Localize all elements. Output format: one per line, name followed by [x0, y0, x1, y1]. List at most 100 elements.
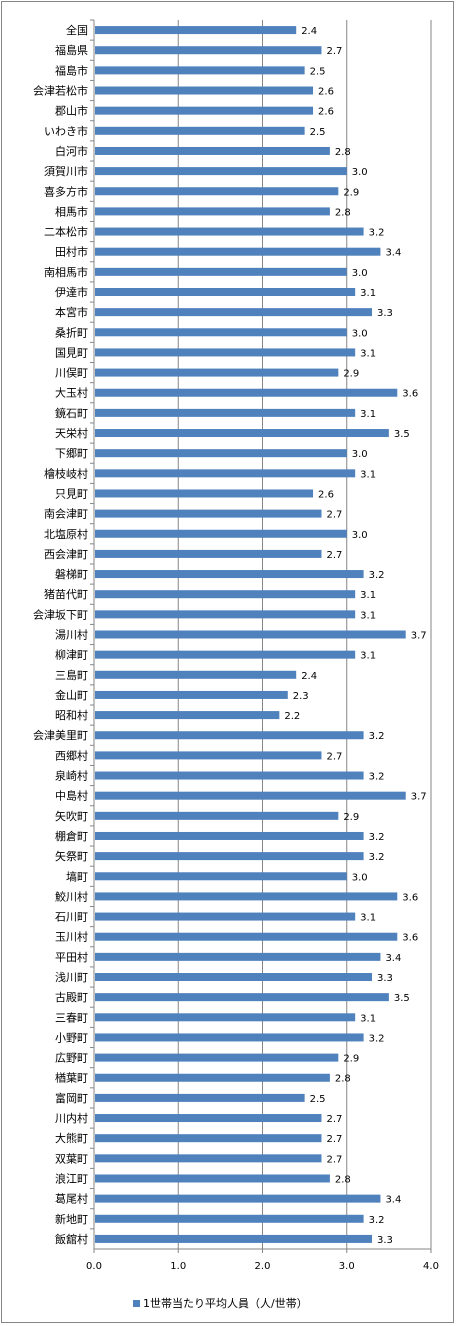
value-label: 3.4: [385, 248, 401, 259]
category-label: 玉川村: [55, 930, 88, 944]
value-label: 3.1: [360, 469, 376, 480]
category-label: 棚倉町: [55, 829, 88, 843]
bar: [95, 711, 280, 720]
bar: [95, 66, 305, 75]
category-label: 福島県: [55, 43, 88, 57]
value-label: 3.0: [352, 530, 368, 541]
value-label: 2.7: [326, 510, 342, 521]
category-label: 喜多方市: [44, 184, 88, 198]
category-label: 会津坂下町: [33, 608, 88, 621]
category-label: 矢祭町: [55, 849, 88, 863]
bar: [95, 328, 347, 337]
legend-label: 1世帯当たり平均人員（人/世帯）: [143, 1296, 308, 1310]
value-label: 3.3: [377, 1235, 393, 1246]
value-label: 3.0: [352, 328, 368, 339]
bar: [95, 1194, 381, 1203]
category-label: 昭和村: [55, 708, 88, 722]
value-label: 2.8: [335, 147, 351, 158]
category-label: 本宮市: [55, 305, 88, 319]
bar: [95, 791, 406, 800]
value-label: 2.9: [343, 369, 359, 380]
category-label: 楢葉町: [55, 1071, 88, 1085]
value-label: 3.1: [360, 348, 376, 359]
bar: [95, 167, 347, 176]
category-label: 葛尾村: [55, 1192, 88, 1206]
value-label: 3.7: [411, 792, 427, 803]
value-label: 2.7: [326, 751, 342, 762]
category-label: 平田村: [55, 950, 88, 964]
x-tick-label: 0.0: [86, 1261, 102, 1272]
category-label: 広野町: [55, 1052, 88, 1065]
bar: [95, 872, 347, 881]
value-label: 2.5: [310, 1094, 326, 1105]
x-tick-label: 2.0: [255, 1261, 271, 1272]
bar: [95, 247, 381, 256]
value-label: 2.8: [335, 207, 351, 218]
bar: [95, 449, 347, 458]
bar: [95, 1033, 364, 1042]
bar: [95, 1234, 373, 1243]
bar: [95, 1013, 356, 1022]
bar: [95, 308, 373, 317]
value-labels: 2.42.72.52.62.62.52.83.02.92.83.23.43.03…: [284, 26, 426, 1246]
value-label: 2.9: [343, 812, 359, 823]
value-label: 3.0: [352, 167, 368, 178]
x-tick-labels: 0.0 1.0 2.0 3.0 4.0: [86, 1261, 439, 1272]
category-label: 富岡町: [55, 1091, 88, 1105]
bar: [95, 912, 356, 921]
bar: [95, 408, 356, 417]
value-label: 3.6: [402, 389, 418, 400]
category-label: 天栄村: [55, 426, 88, 440]
value-label: 2.9: [343, 1054, 359, 1065]
bar: [95, 1174, 330, 1183]
category-label: 泉崎村: [55, 769, 88, 783]
bar: [95, 429, 389, 438]
value-label: 3.1: [360, 1013, 376, 1024]
category-label: 伊達市: [55, 285, 88, 299]
value-label: 3.1: [360, 409, 376, 420]
bar: [95, 106, 314, 115]
x-tick-label: 4.0: [423, 1261, 439, 1272]
value-label: 2.4: [301, 26, 317, 37]
category-label: 桑折町: [55, 325, 88, 339]
category-label: 塙町: [66, 869, 88, 883]
category-label: 新地町: [55, 1212, 88, 1226]
bar: [95, 670, 297, 679]
category-label: 矢吹町: [55, 809, 88, 823]
category-label: 大熊町: [55, 1131, 88, 1145]
bar: [95, 630, 406, 639]
bar: [95, 267, 347, 276]
value-label: 2.5: [310, 127, 326, 138]
category-label: 只見町: [55, 487, 88, 500]
bar: [95, 852, 364, 861]
category-label: 浪江町: [55, 1171, 88, 1185]
value-label: 3.3: [377, 973, 393, 984]
value-label: 2.3: [293, 691, 309, 702]
bar: [95, 932, 398, 941]
category-label: 相馬市: [55, 204, 88, 218]
value-label: 2.7: [326, 1114, 342, 1125]
bar: [95, 187, 339, 196]
value-label: 2.4: [301, 671, 317, 682]
category-label: 大玉村: [55, 386, 88, 400]
bar: [95, 892, 398, 901]
bar: [95, 690, 288, 699]
bar: [95, 126, 305, 135]
value-label: 2.6: [318, 87, 334, 98]
category-label: 湯川村: [55, 628, 88, 642]
value-label: 3.2: [369, 852, 385, 863]
value-label: 3.0: [352, 449, 368, 460]
value-label: 3.2: [369, 731, 385, 742]
value-label: 3.2: [369, 832, 385, 843]
category-label: 金山町: [55, 688, 88, 702]
value-label: 3.1: [360, 288, 376, 299]
category-label: 古殿町: [55, 991, 88, 1004]
value-label: 2.7: [326, 1154, 342, 1165]
value-label: 3.2: [369, 570, 385, 581]
value-label: 3.2: [369, 772, 385, 783]
category-label: 川内村: [55, 1111, 88, 1125]
bar: [95, 771, 364, 780]
bar: [95, 388, 398, 397]
bar: [95, 1093, 305, 1102]
value-label: 2.6: [318, 489, 334, 500]
